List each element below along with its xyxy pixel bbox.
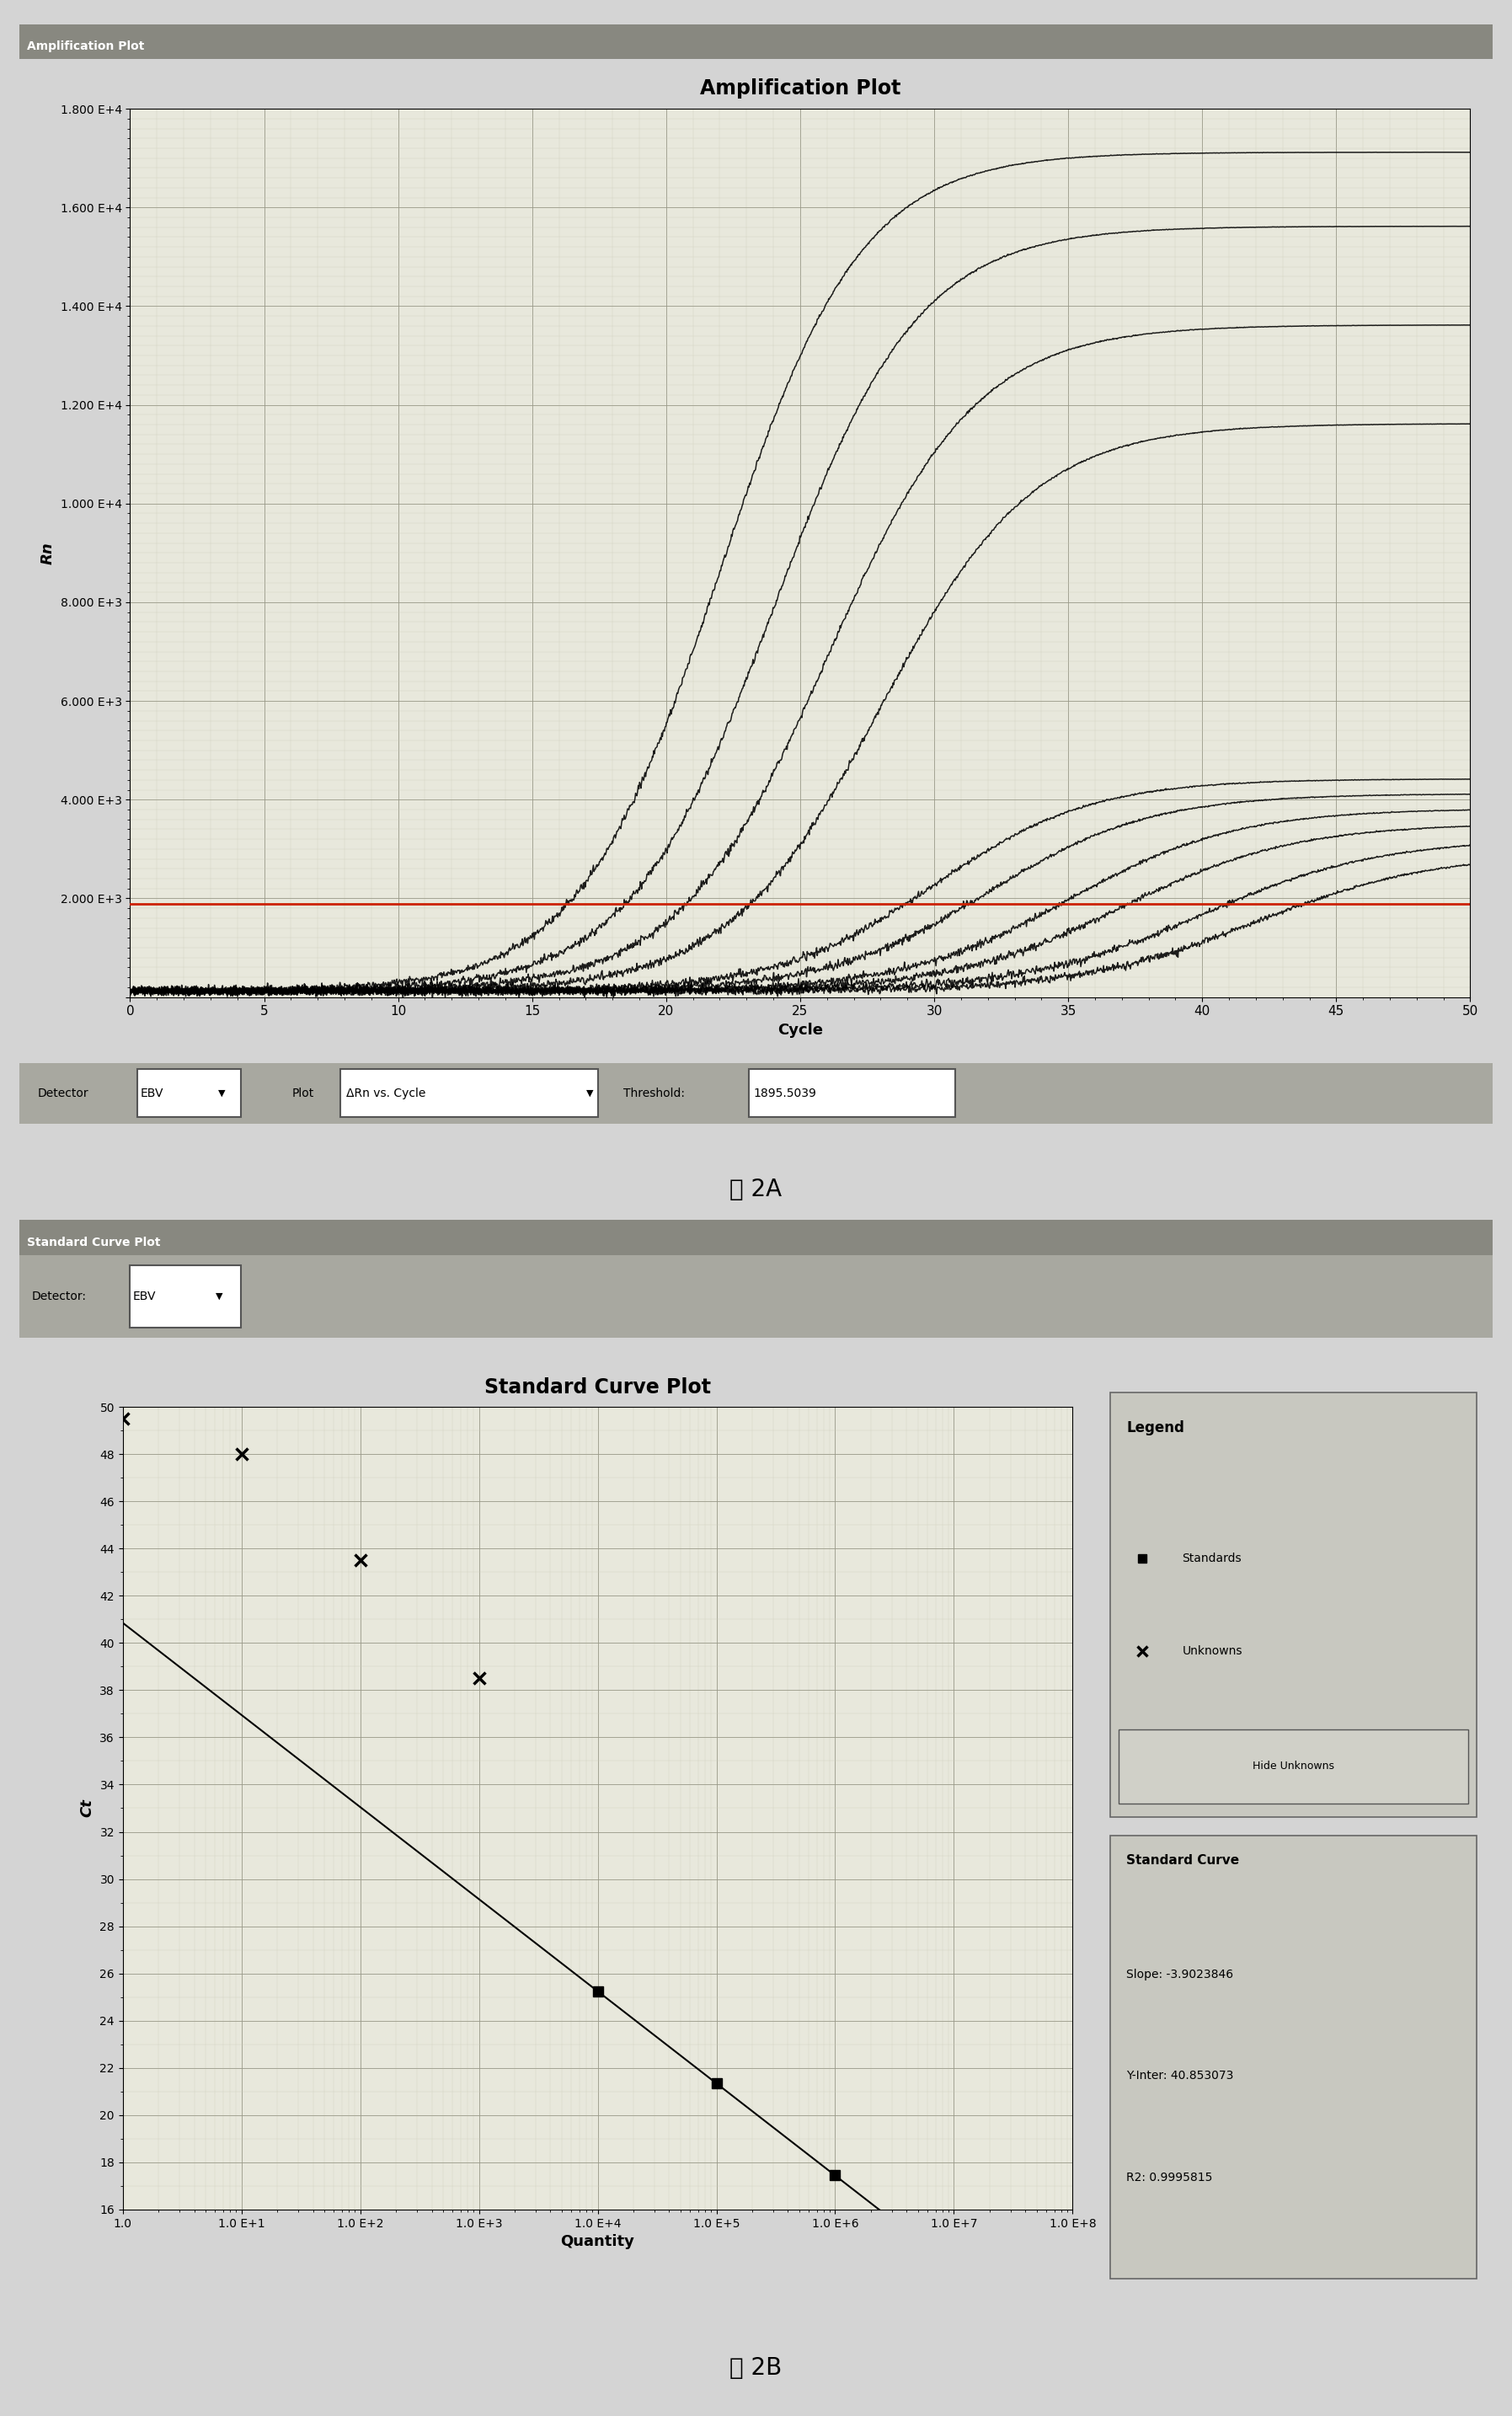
Text: 图 2B: 图 2B (730, 2356, 782, 2380)
Text: Detector: Detector (38, 1087, 88, 1099)
Bar (748, 1068, 954, 1116)
Bar (20, 1220, 1492, 1256)
Text: Plot: Plot (292, 1087, 314, 1099)
Bar (340, 1068, 599, 1116)
Text: R2: 0.9995815: R2: 0.9995815 (1126, 2172, 1213, 2184)
Text: ▼: ▼ (218, 1090, 225, 1097)
Text: EBV: EBV (133, 1290, 156, 1302)
Y-axis label: Rn: Rn (41, 541, 56, 565)
Y-axis label: Ct: Ct (80, 1800, 95, 1817)
Text: Unknowns: Unknowns (1182, 1645, 1243, 1657)
Bar (20, 1256, 1492, 1338)
X-axis label: Cycle: Cycle (777, 1022, 823, 1039)
Text: ▼: ▼ (216, 1293, 222, 1300)
Text: Detector:: Detector: (32, 1290, 86, 1302)
Text: Amplification Plot: Amplification Plot (27, 41, 145, 53)
Bar (130, 1266, 240, 1329)
Text: 图 2A: 图 2A (730, 1179, 782, 1201)
Text: Standard Curve Plot: Standard Curve Plot (27, 1237, 160, 1249)
Text: Y-Inter: 40.853073: Y-Inter: 40.853073 (1126, 2071, 1234, 2083)
Text: ΔRn vs. Cycle: ΔRn vs. Cycle (346, 1087, 426, 1099)
Bar (1119, 1730, 1468, 1802)
Bar (1111, 1392, 1476, 1817)
Text: Legend: Legend (1126, 1421, 1184, 1435)
Text: 1895.5039: 1895.5039 (753, 1087, 816, 1099)
Bar (138, 1068, 240, 1116)
Text: Slope: -3.9023846: Slope: -3.9023846 (1126, 1969, 1234, 1981)
Text: Standards: Standards (1182, 1553, 1241, 1566)
Title: Amplification Plot: Amplification Plot (700, 80, 901, 99)
Title: Standard Curve Plot: Standard Curve Plot (484, 1377, 711, 1396)
Text: EBV: EBV (141, 1087, 163, 1099)
X-axis label: Quantity: Quantity (561, 2235, 635, 2249)
Text: Hide Unknowns: Hide Unknowns (1252, 1761, 1335, 1771)
Bar (1111, 1836, 1476, 2278)
Text: ▼: ▼ (587, 1090, 594, 1097)
Text: Standard Curve: Standard Curve (1126, 1853, 1240, 1868)
Text: Threshold:: Threshold: (623, 1087, 685, 1099)
Bar (20, 1063, 1492, 1123)
Bar (20, 24, 1492, 60)
